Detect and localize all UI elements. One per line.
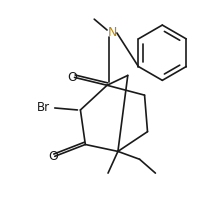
Text: O: O <box>48 150 58 163</box>
Text: Br: Br <box>37 102 50 114</box>
Text: N: N <box>107 26 117 39</box>
Text: O: O <box>67 71 77 84</box>
